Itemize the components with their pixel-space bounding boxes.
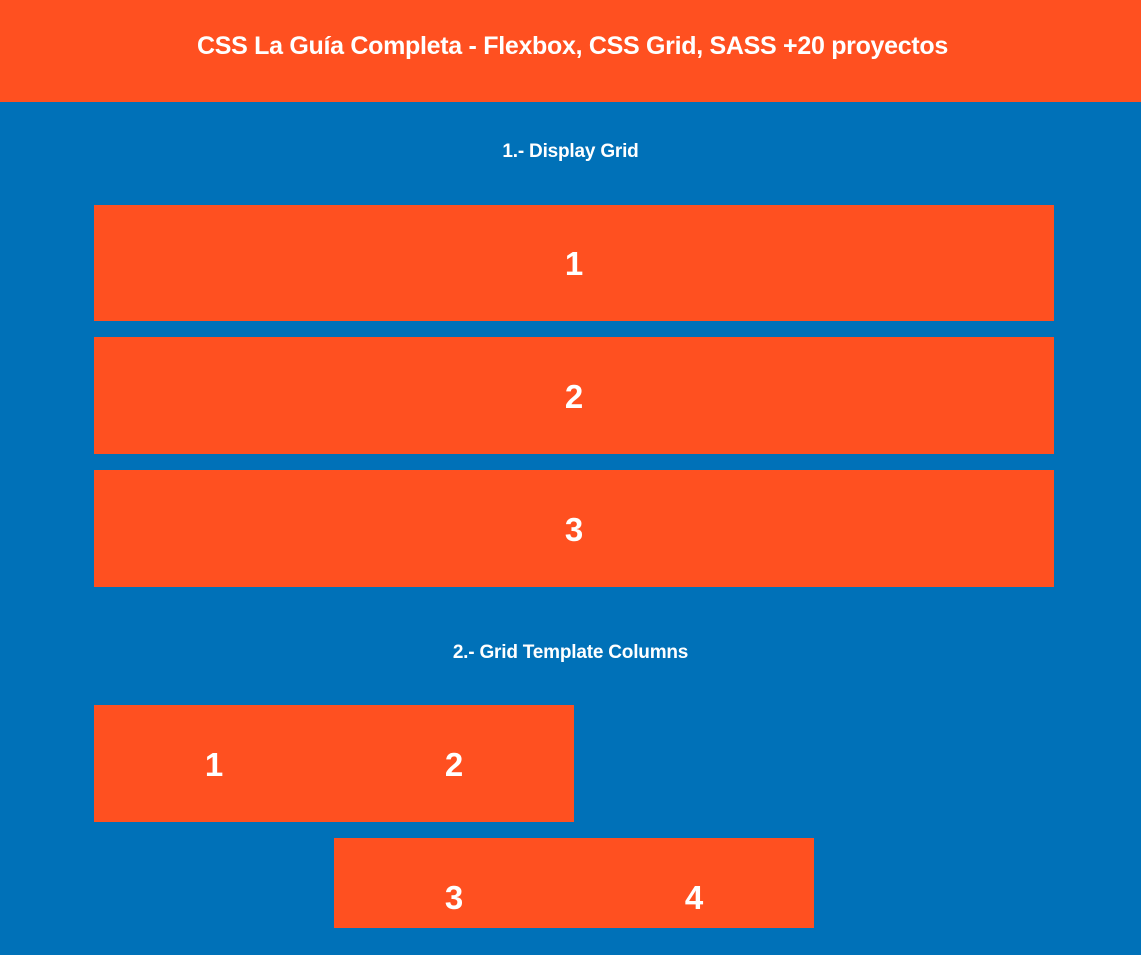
grid-item-label: 4 <box>684 878 704 916</box>
grid-item-3: 3 <box>94 470 1054 587</box>
grid-item-1: 1 <box>94 205 1054 321</box>
section-title-grid-template-columns: 2.- Grid Template Columns <box>452 642 689 663</box>
grid-item-label: 3 <box>564 510 584 548</box>
grid-item-label: 2 <box>444 745 464 783</box>
grid-item-4: 4 <box>574 838 814 955</box>
grid-row-1: 1 2 <box>94 705 574 822</box>
grid-item-label: 3 <box>444 878 464 916</box>
grid-item-2: 2 <box>94 337 1054 454</box>
grid-item-label: 2 <box>564 377 584 415</box>
page-title: CSS La Guía Completa - Flexbox, CSS Grid… <box>197 31 948 60</box>
section-title-display-grid: 1.- Display Grid <box>502 141 639 162</box>
grid-item-label: 1 <box>564 245 584 282</box>
grid-row-2: 3 4 <box>334 838 814 928</box>
page-header: CSS La Guía Completa - Flexbox, CSS Grid… <box>0 0 1141 102</box>
grid-item-3: 3 <box>334 838 574 955</box>
grid-item-1: 1 <box>94 705 334 822</box>
grid-item-2: 2 <box>334 705 574 822</box>
grid-item-label: 1 <box>204 745 224 783</box>
